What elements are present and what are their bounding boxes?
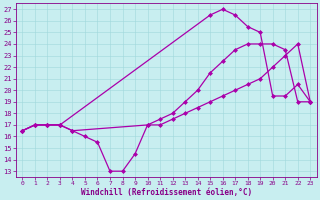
X-axis label: Windchill (Refroidissement éolien,°C): Windchill (Refroidissement éolien,°C) (81, 188, 252, 197)
